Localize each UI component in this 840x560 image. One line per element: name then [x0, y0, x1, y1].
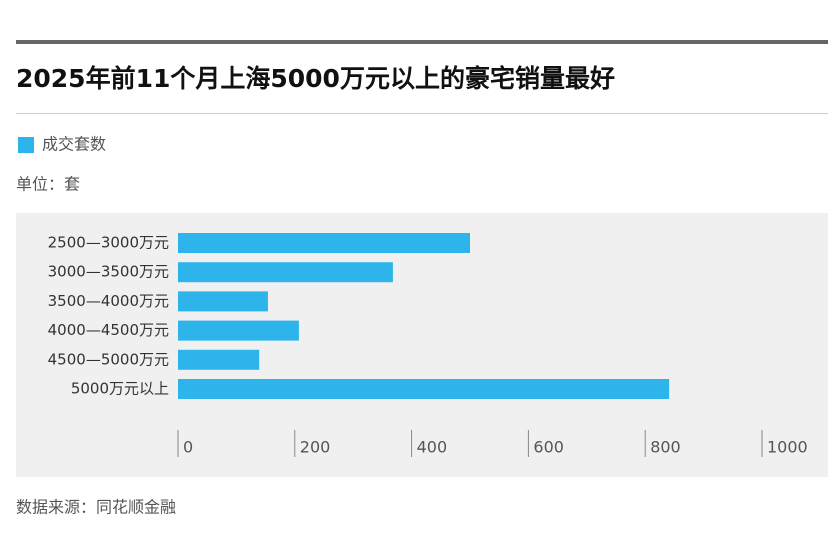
y-tick-label: 3000—3500万元 [48, 263, 169, 281]
y-tick-label: 5000万元以上 [71, 380, 169, 398]
plot-panel [16, 213, 828, 477]
chart-title: 2025年前11个月上海5000万元以上的豪宅销量最好 [16, 64, 615, 93]
x-tick-label: 600 [533, 438, 564, 457]
unit-label: 单位：套 [16, 175, 80, 194]
y-tick-label: 4500—5000万元 [48, 350, 169, 368]
bar [178, 233, 470, 253]
bar [178, 320, 299, 341]
x-tick-label: 1000 [767, 438, 808, 457]
legend-label: 成交套数 [42, 135, 106, 154]
y-tick-label: 2500—3000万元 [48, 234, 169, 252]
legend-swatch [18, 137, 34, 153]
x-tick-label: 200 [300, 438, 331, 457]
x-tick-label: 800 [650, 438, 681, 457]
y-tick-label: 3500—4000万元 [48, 292, 169, 310]
x-tick-label: 400 [417, 438, 448, 457]
bar [178, 349, 260, 370]
top-rule [16, 40, 828, 44]
bar [178, 262, 393, 283]
bar [178, 379, 670, 399]
y-tick-label: 4000—4500万元 [48, 321, 169, 339]
divider [16, 113, 828, 114]
bar [178, 291, 268, 312]
source-note: 数据来源：同花顺金融 [16, 498, 176, 517]
x-tick-label: 0 [183, 438, 193, 457]
